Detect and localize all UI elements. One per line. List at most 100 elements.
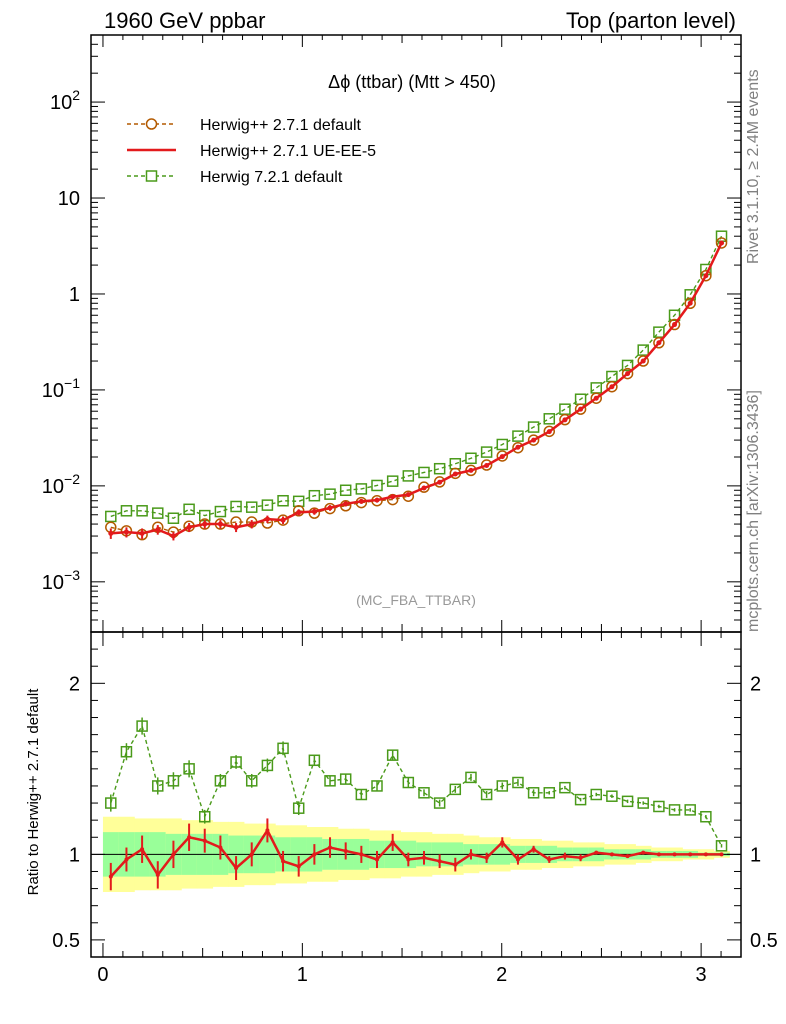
ratio-point-herwig7: [590, 788, 602, 801]
chart-annotation: (MC_FBA_TTBAR): [356, 592, 476, 608]
data-point-ue-ee-5: [562, 417, 568, 423]
ratio-point-herwig7: [418, 787, 430, 799]
data-point-ue-ee-5: [123, 529, 129, 535]
ratio-point-ue-ee-5: [641, 850, 646, 855]
data-point-herwigpp-default: [574, 403, 587, 415]
legend-label-herwig7: Herwig 7.2.1 default: [200, 169, 343, 186]
ratio-point-ue-ee-5: [672, 852, 677, 857]
ratio-point-ue-ee-5: [155, 872, 160, 877]
data-point-ue-ee-5: [703, 273, 709, 279]
data-point-herwigpp-default: [543, 425, 556, 438]
ratio-y-tick-label: 2: [69, 673, 80, 695]
ratio-point-herwig7: [449, 783, 462, 796]
ratio-x-tick-label: 3: [696, 964, 707, 986]
header-left: 1960 GeV ppbar: [104, 8, 266, 33]
data-point-ue-ee-5: [311, 509, 317, 515]
data-point-herwigpp-default: [668, 318, 681, 331]
ratio-point-herwig7: [402, 776, 415, 789]
data-point-ue-ee-5: [687, 300, 693, 306]
ratio-point-ue-ee-5: [453, 862, 458, 867]
y-tick-label: 1: [69, 284, 80, 306]
data-point-ue-ee-5: [327, 505, 333, 511]
data-point-herwigpp-default: [292, 505, 305, 517]
ratio-point-ue-ee-5: [359, 852, 364, 857]
ratio-y-tick-label-right: 1: [750, 844, 761, 866]
ratio-point-ue-ee-5: [594, 850, 599, 855]
main-plot: 10−3 10−2 10−1 1 10 102 Δϕ (ttbar) (Mtt > 450)…: [42, 34, 742, 633]
ratio-point-ue-ee-5: [108, 874, 113, 879]
ratio-point-ue-ee-5: [312, 852, 317, 857]
data-point-herwig7: [418, 466, 430, 479]
ratio-point-herwig7: [559, 781, 571, 794]
data-point-ue-ee-5: [249, 521, 255, 527]
ratio-point-herwig7: [355, 788, 368, 801]
data-point-herwigpp-default: [480, 459, 493, 471]
ratio-point-ue-ee-5: [531, 847, 536, 852]
data-point-ue-ee-5: [233, 524, 239, 530]
ratio-point-ue-ee-5: [421, 855, 426, 860]
data-point-ue-ee-5: [343, 501, 349, 507]
data-point-herwig7: [324, 488, 336, 500]
y-tick-label-text: 1: [69, 284, 80, 306]
data-point-ue-ee-5: [170, 533, 176, 539]
data-point-ue-ee-5: [405, 492, 411, 498]
ratio-point-herwig7: [543, 787, 556, 799]
ratio-point-ue-ee-5: [719, 852, 724, 857]
ratio-x-tick-label: 2: [496, 964, 507, 986]
ratio-point-ue-ee-5: [515, 857, 520, 862]
ratio-point-ue-ee-5: [140, 847, 145, 852]
ratio-point-ue-ee-5: [171, 852, 176, 857]
data-point-ue-ee-5: [264, 516, 270, 522]
ratio-point-ue-ee-5: [296, 864, 301, 869]
rivet-label: Rivet 3.1.10, ≥ 2.4M events: [745, 69, 762, 264]
y-tick-label: 10−1: [42, 375, 80, 402]
series-line-herwig7: [110, 235, 723, 519]
ratio-point-ue-ee-5: [187, 835, 192, 840]
data-point-herwig7: [308, 489, 321, 502]
data-point-ue-ee-5: [280, 517, 286, 523]
ratio-point-herwig7: [668, 804, 681, 816]
ratio-plot: 0.5 0.5 1 1 2 2 0 1 2 3 Ratio to Herwig++ 2.7.1 de…: [25, 631, 778, 986]
ratio-point-herwig7: [308, 754, 321, 767]
data-point-herwigpp-default: [512, 441, 524, 454]
data-point-ue-ee-5: [640, 358, 646, 364]
data-point-herwig7: [261, 499, 274, 511]
legend-marker-herwigpp-default: [145, 118, 158, 130]
ratio-point-herwig7: [715, 840, 728, 852]
data-point-herwig7: [277, 494, 289, 507]
legend-label-herwigpp-default: Herwig++ 2.7.1 default: [200, 117, 362, 134]
data-point-herwig7: [355, 483, 368, 495]
data-point-herwig7: [183, 503, 195, 516]
ratio-point-ue-ee-5: [468, 852, 473, 857]
ratio-point-herwig7: [621, 795, 634, 808]
ratio-point-herwig7: [496, 780, 509, 792]
data-point-herwig7: [120, 505, 133, 517]
ratio-point-ue-ee-5: [390, 840, 395, 845]
data-point-herwig7: [386, 475, 399, 487]
data-point-ue-ee-5: [531, 437, 537, 443]
y-tick-label-text: 10−3: [42, 567, 80, 594]
ratio-point-ue-ee-5: [547, 857, 552, 862]
data-point-herwig7: [637, 344, 649, 356]
ratio-frame: [90, 631, 742, 958]
legend: Herwig++ 2.7.1 default Herwig++ 2.7.1 UE-…: [127, 117, 376, 186]
ratio-y-tick-label: 1: [69, 844, 80, 866]
data-point-ue-ee-5: [593, 395, 599, 401]
data-point-ue-ee-5: [437, 479, 443, 485]
ratio-point-ue-ee-5: [218, 845, 223, 850]
ratio-point-herwig7: [245, 775, 258, 787]
ratio-point-herwig7: [230, 756, 242, 768]
data-point-herwig7: [136, 505, 148, 517]
data-point-herwigpp-default: [700, 269, 712, 282]
data-point-ue-ee-5: [515, 444, 521, 450]
ratio-point-ue-ee-5: [484, 855, 489, 860]
ratio-point-ue-ee-5: [625, 854, 630, 859]
data-point-herwigpp-default: [433, 476, 446, 488]
ratio-point-herwig7: [465, 771, 477, 784]
data-point-herwig7: [245, 501, 258, 513]
data-point-herwig7: [105, 510, 117, 523]
ratio-point-herwig7: [386, 749, 399, 761]
ratio-point-herwig7: [512, 776, 524, 789]
ratio-point-herwig7: [120, 745, 133, 758]
data-point-herwig7: [339, 484, 352, 497]
